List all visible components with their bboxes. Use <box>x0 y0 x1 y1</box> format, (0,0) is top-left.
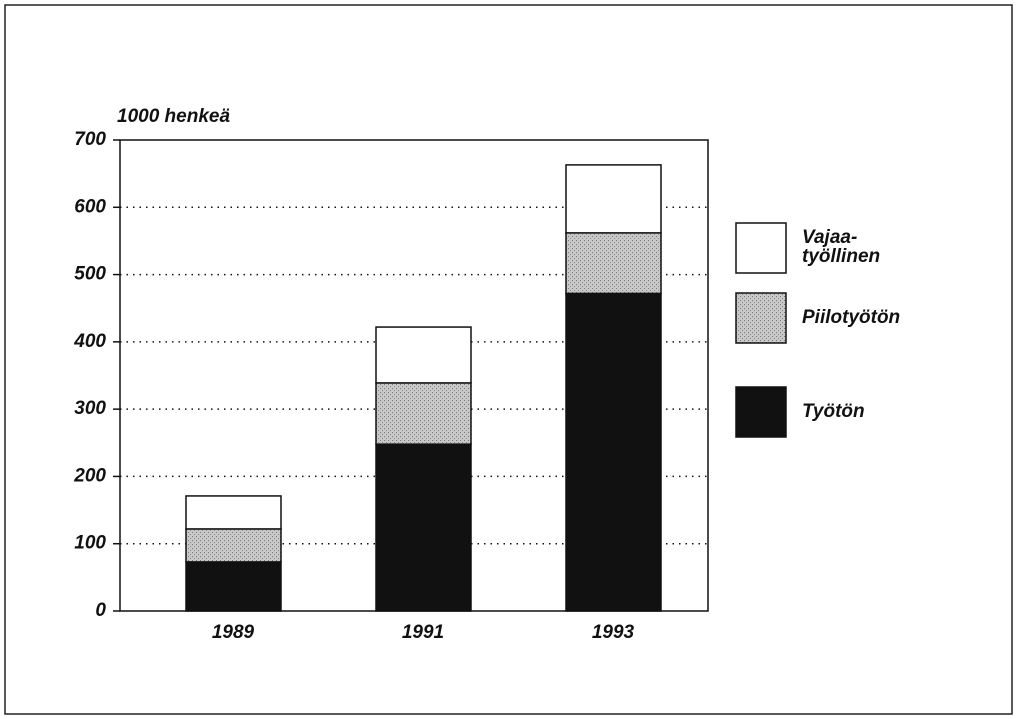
legend-swatch <box>735 386 787 438</box>
y-tick-label: 0 <box>95 600 106 621</box>
x-tick-label: 1993 <box>592 622 635 643</box>
bar-segment <box>185 561 282 612</box>
bar-segment <box>565 232 662 295</box>
bar-segment <box>185 528 282 563</box>
bar-segment <box>375 326 472 384</box>
y-tick-label: 500 <box>74 264 106 285</box>
bar-segment <box>375 443 472 612</box>
bar-segment <box>375 382 472 445</box>
y-tick-label: 200 <box>73 465 106 486</box>
legend-label: Työtön <box>802 401 865 422</box>
x-tick-label: 1991 <box>402 622 444 643</box>
bar-segment <box>185 495 282 530</box>
bar-segment <box>565 164 662 234</box>
y-axis-label: 1000 henkeä <box>117 106 230 127</box>
bar-segment <box>565 292 662 612</box>
y-tick-label: 600 <box>74 196 106 217</box>
legend-label: Piilotyötön <box>802 307 900 328</box>
y-tick-label: 300 <box>74 398 106 419</box>
legend-swatch <box>735 222 787 274</box>
y-tick-label: 700 <box>74 129 106 150</box>
frame <box>4 4 1013 715</box>
y-tick-label: 400 <box>73 331 106 352</box>
x-tick-label: 1989 <box>212 622 255 643</box>
legend-label: Vajaa-työllinen <box>802 227 880 267</box>
y-tick-label: 100 <box>74 533 106 554</box>
legend-swatch <box>735 292 787 344</box>
